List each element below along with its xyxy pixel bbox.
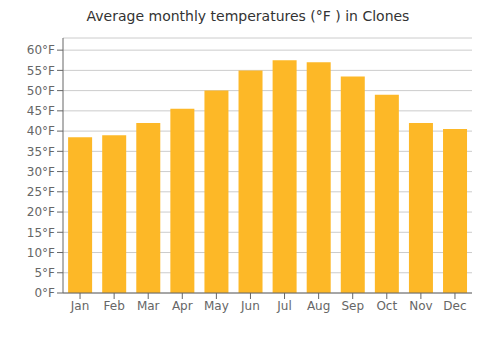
svg-text:Jul: Jul xyxy=(276,299,291,313)
svg-text:30°F: 30°F xyxy=(27,165,55,179)
svg-text:Feb: Feb xyxy=(104,299,125,313)
svg-text:Mar: Mar xyxy=(137,299,160,313)
svg-text:10°F: 10°F xyxy=(27,246,55,260)
html-text:Average monthly temperatures (: Average monthly temperatures (°F ) in Cl… xyxy=(86,8,410,24)
svg-text:5°F: 5°F xyxy=(34,266,55,280)
svg-text:60°F: 60°F xyxy=(27,43,55,57)
svg-text:0°F: 0°F xyxy=(34,286,55,300)
svg-text:25°F: 25°F xyxy=(27,185,55,199)
svg-text:Dec: Dec xyxy=(443,299,466,313)
svg-text:55°F: 55°F xyxy=(27,64,55,78)
svg-text:Oct: Oct xyxy=(376,299,397,313)
svg-text:20°F: 20°F xyxy=(27,205,55,219)
svg-text:May: May xyxy=(204,299,229,313)
svg-text:Sep: Sep xyxy=(341,299,364,313)
svg-text:35°F: 35°F xyxy=(27,145,55,159)
svg-text:Aug: Aug xyxy=(307,299,330,313)
svg-text:45°F: 45°F xyxy=(27,104,55,118)
svg-text:Jun: Jun xyxy=(240,299,260,313)
svg-text:Jan: Jan xyxy=(70,299,90,313)
svg-text:50°F: 50°F xyxy=(27,84,55,98)
svg-text:15°F: 15°F xyxy=(27,226,55,240)
svg-text:40°F: 40°F xyxy=(27,124,55,138)
svg-text:Apr: Apr xyxy=(172,299,193,313)
svg-text:Nov: Nov xyxy=(409,299,432,313)
